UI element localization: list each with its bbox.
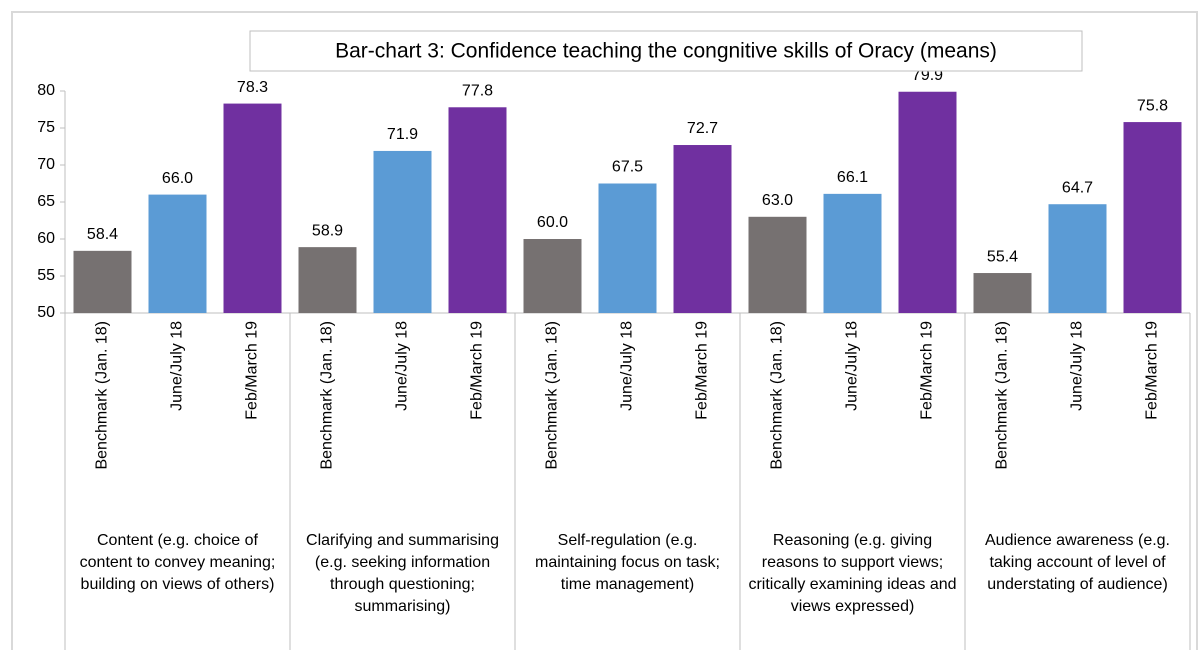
chart-title: Bar-chart 3: Confidence teaching the con… (335, 40, 997, 63)
value-label: 78.3 (237, 79, 268, 96)
value-label: 60.0 (537, 214, 568, 231)
x-tick-label: June/July 18 (394, 321, 411, 411)
bar (1123, 122, 1182, 313)
x-tick-label: Benchmark (Jan. 18) (94, 321, 111, 470)
group-label-box: Content (e.g. choice of content to conve… (79, 532, 276, 593)
group-label: Audience awareness (e.g. taking account … (985, 532, 1170, 593)
group-label-box: Clarifying and summarising (e.g. seeking… (306, 532, 499, 615)
value-label: 77.8 (462, 82, 493, 99)
bar (598, 183, 657, 313)
group-label: Clarifying and summarising (e.g. seeking… (306, 532, 499, 615)
bar (73, 250, 132, 313)
value-label: 66.1 (837, 169, 868, 186)
value-label: 58.9 (312, 222, 343, 239)
x-tick-label: Benchmark (Jan. 18) (319, 321, 336, 470)
chart-frame (11, 11, 1198, 650)
value-label: 75.8 (1137, 97, 1168, 114)
value-label: 55.4 (987, 248, 1018, 265)
bar (448, 107, 507, 313)
value-label: 72.7 (687, 120, 718, 137)
value-label: 71.9 (387, 126, 418, 143)
x-tick-label: June/July 18 (844, 321, 861, 411)
bar (148, 194, 207, 313)
value-label: 63.0 (762, 192, 793, 209)
x-tick-label: Feb/March 19 (694, 321, 711, 420)
bar (673, 145, 732, 313)
y-tick-label: 50 (37, 304, 55, 321)
bar (823, 193, 882, 313)
bar (973, 273, 1032, 313)
x-tick-label: Benchmark (Jan. 18) (544, 321, 561, 470)
bar (748, 216, 807, 313)
x-tick-label: Benchmark (Jan. 18) (994, 321, 1011, 470)
value-label: 67.5 (612, 159, 643, 176)
x-tick-label: June/July 18 (1069, 321, 1086, 411)
y-tick-label: 55 (37, 267, 55, 284)
x-tick-label: Benchmark (Jan. 18) (769, 321, 786, 470)
x-tick-label: Feb/March 19 (919, 321, 936, 420)
bar (1048, 204, 1107, 313)
bar (223, 103, 282, 313)
x-tick-label: Feb/March 19 (244, 321, 261, 420)
value-label: 66.0 (162, 170, 193, 187)
value-label: 58.4 (87, 226, 118, 243)
x-tick-label: Feb/March 19 (469, 321, 486, 420)
group-label-box: Self-regulation (e.g. maintaining focus … (535, 532, 720, 593)
group-label: Reasoning (e.g. giving reasons to suppor… (748, 532, 957, 615)
y-tick-label: 65 (37, 193, 55, 210)
value-label: 64.7 (1062, 179, 1093, 196)
group-label: Content (e.g. choice of content to conve… (79, 532, 276, 593)
group-label-box: Reasoning (e.g. giving reasons to suppor… (748, 532, 957, 615)
bar (298, 247, 357, 313)
group-label: Self-regulation (e.g. maintaining focus … (535, 532, 720, 593)
y-tick-label: 75 (37, 119, 55, 136)
bar (898, 91, 957, 314)
x-tick-label: June/July 18 (619, 321, 636, 411)
bar (373, 150, 432, 313)
y-tick-label: 60 (37, 230, 55, 247)
group-label-box: Audience awareness (e.g. taking account … (985, 532, 1170, 593)
bar (523, 239, 582, 313)
y-tick-label: 70 (37, 156, 55, 173)
x-tick-label: Feb/March 19 (1144, 321, 1161, 420)
y-tick-label: 80 (37, 82, 55, 99)
title-box (249, 30, 1083, 72)
x-tick-label: June/July 18 (169, 321, 186, 411)
